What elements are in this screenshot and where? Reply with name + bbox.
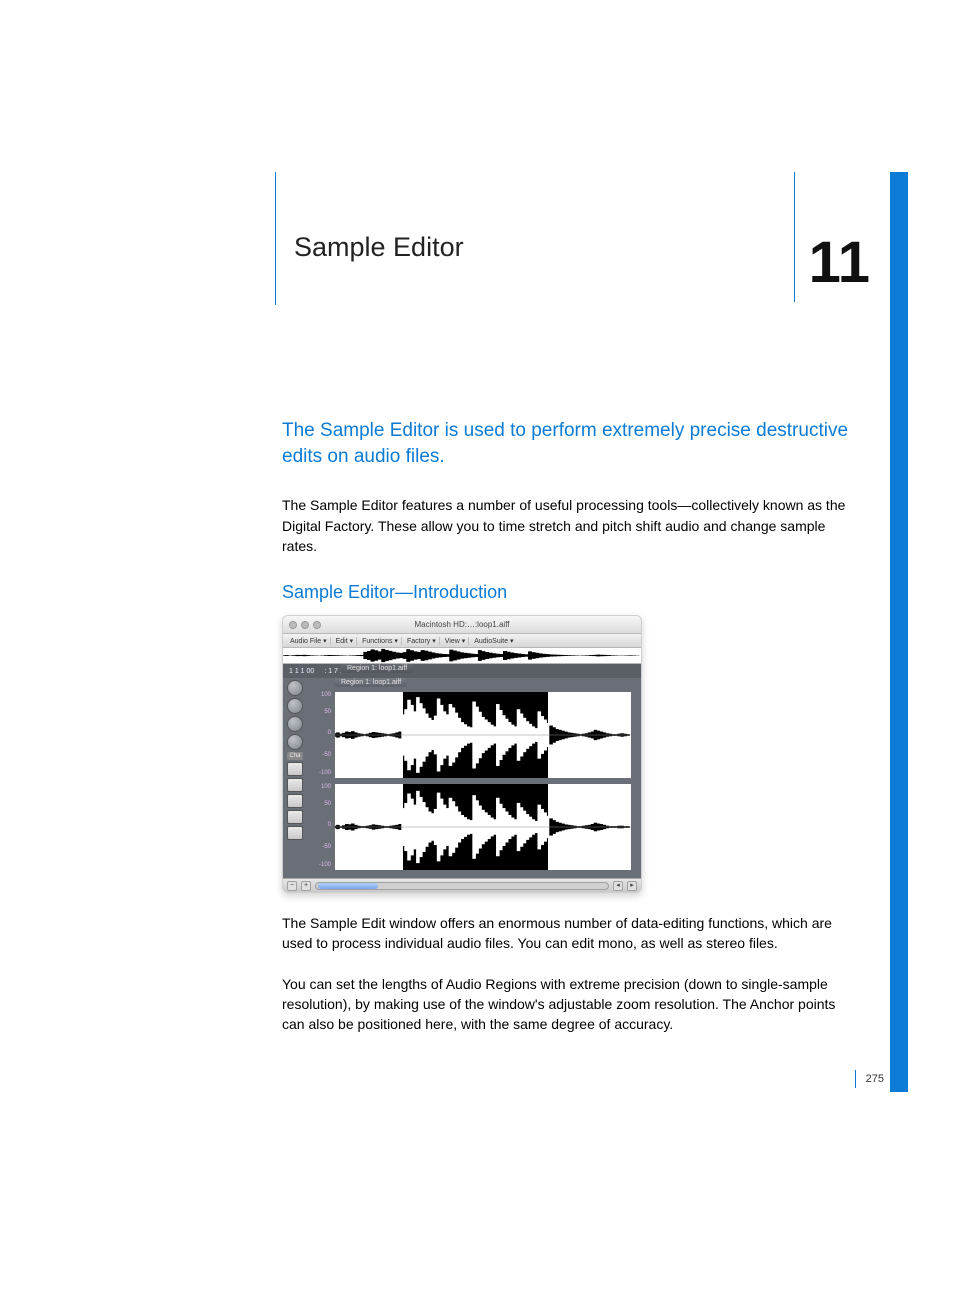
channel-left[interactable] xyxy=(335,692,631,778)
menubar: Audio File ▾ Edit ▾ Functions ▾ Factory … xyxy=(283,634,641,648)
scale-label: -100 xyxy=(311,862,331,868)
tool-play[interactable] xyxy=(287,734,303,750)
menu-audio-file[interactable]: Audio File ▾ xyxy=(287,637,331,645)
intro-summary: The Sample Editor is used to perform ext… xyxy=(282,418,850,469)
content-column: The Sample Editor is used to perform ext… xyxy=(282,418,850,1055)
scrollbar-thumb[interactable] xyxy=(318,883,378,889)
chapter-title: Sample Editor xyxy=(275,172,464,305)
menu-functions[interactable]: Functions ▾ xyxy=(359,637,402,645)
scroll-right-icon[interactable]: ▸ xyxy=(627,881,637,891)
zoom-out-v-icon[interactable]: − xyxy=(287,881,297,891)
scale-label: -100 xyxy=(311,770,331,776)
window-titlebar: Macintosh HD:…:loop1.aiff xyxy=(283,616,641,634)
bottom-bar: − + ◂ ▸ xyxy=(283,878,641,892)
body-paragraph-2: The Sample Edit window offers an enormou… xyxy=(282,913,850,954)
scale-label: 50 xyxy=(311,801,331,807)
body-paragraph-1: The Sample Editor features a number of u… xyxy=(282,495,850,556)
region-tab[interactable]: Region 1: loop1.aiff xyxy=(341,664,413,673)
window-title: Macintosh HD:…:loop1.aiff xyxy=(283,620,641,629)
scale-label: 100 xyxy=(311,784,331,790)
tool-hand[interactable] xyxy=(287,810,303,824)
chapter-number: 11 xyxy=(809,234,870,292)
scroll-left-icon[interactable]: ◂ xyxy=(613,881,623,891)
scale-label: 0 xyxy=(311,730,331,736)
tool-zoom[interactable] xyxy=(287,794,303,808)
scale-label: 100 xyxy=(311,692,331,698)
overview-waveform[interactable] xyxy=(283,648,641,664)
menu-factory[interactable]: Factory ▾ xyxy=(404,637,440,645)
chapter-side-bar xyxy=(890,172,908,1092)
zoom-in-v-icon[interactable]: + xyxy=(301,881,311,891)
channel-label: Cha xyxy=(287,752,302,760)
scale-label: 50 xyxy=(311,709,331,715)
tool-pencil[interactable] xyxy=(287,778,303,792)
chapter-header: Sample Editor 11 xyxy=(275,172,870,302)
horizontal-scrollbar[interactable] xyxy=(315,882,609,890)
tool-cycle[interactable] xyxy=(287,716,303,732)
sample-editor-screenshot: Macintosh HD:…:loop1.aiff Audio File ▾ E… xyxy=(282,615,642,893)
body-paragraph-3: You can set the lengths of Audio Regions… xyxy=(282,974,850,1035)
editor-body: Cha Region 1: loop1.aiff 100500-50-1 xyxy=(283,678,641,878)
menu-audiosuite[interactable]: AudioSuite ▾ xyxy=(471,637,516,645)
tool-catch[interactable] xyxy=(287,680,303,696)
section-heading: Sample Editor—Introduction xyxy=(282,582,850,603)
channel-right[interactable] xyxy=(335,784,631,870)
page-number: 275 xyxy=(855,1070,884,1088)
tool-link[interactable] xyxy=(287,698,303,714)
info-strip: 1 1 1 00 : 1 7 122 Region 1: loop1.aiff xyxy=(283,664,641,678)
position-readout-1: 1 1 1 00 xyxy=(289,668,314,675)
tool-solo[interactable] xyxy=(287,826,303,840)
chapter-number-wrap: 11 xyxy=(794,172,870,302)
tool-pointer[interactable] xyxy=(287,762,303,776)
waveform-area[interactable]: Region 1: loop1.aiff 100 50 0 -50 -100 100 50 0… xyxy=(307,678,641,878)
scale-label: -50 xyxy=(311,752,331,758)
menu-edit[interactable]: Edit ▾ xyxy=(333,637,358,645)
region-tab-inner: Region 1: loop1.aiff xyxy=(335,678,407,687)
menu-view[interactable]: View ▾ xyxy=(442,637,470,645)
scale-label: -50 xyxy=(311,844,331,850)
tool-column: Cha xyxy=(283,678,307,878)
scale-label: 0 xyxy=(311,822,331,828)
